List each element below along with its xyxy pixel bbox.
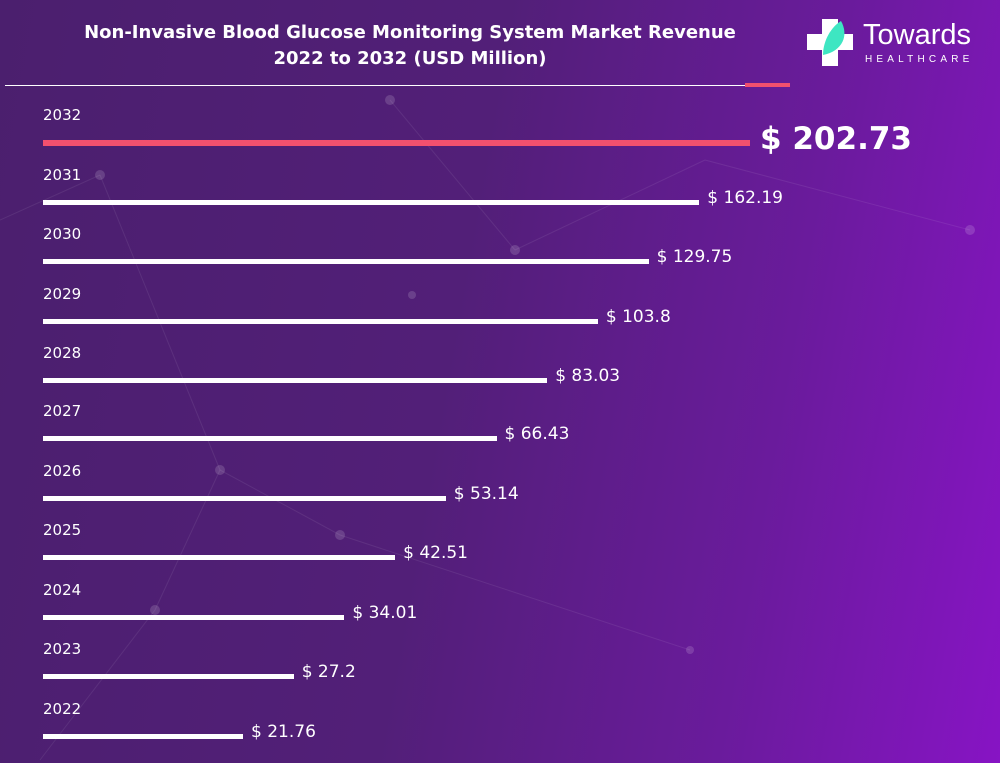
year-label: 2028 — [43, 344, 82, 363]
year-label: 2024 — [43, 580, 82, 599]
value-label: $ 129.75 — [656, 247, 733, 268]
chart-title: Non-Invasive Blood Glucose Monitoring Sy… — [84, 22, 736, 69]
value-label: $ 21.76 — [251, 722, 316, 742]
value-label: $ 34.01 — [352, 602, 418, 623]
bar-2025 — [43, 555, 396, 561]
bar-2031 — [43, 199, 700, 205]
value-label: $ 53.14 — [453, 483, 519, 504]
value-label: $ 202.73 — [760, 121, 912, 157]
bar-2028 — [43, 378, 548, 384]
medical-cross-leaf-icon — [807, 19, 853, 66]
bar-2022 — [43, 734, 243, 739]
value-label: $ 42.51 — [403, 543, 468, 564]
title-divider-accent — [745, 83, 790, 87]
bar-2023 — [43, 674, 294, 680]
bar-2027 — [43, 436, 497, 441]
year-label: 2027 — [43, 402, 82, 420]
title-divider — [5, 85, 785, 86]
bar-2026 — [43, 495, 446, 501]
value-label: $ 162.19 — [707, 187, 783, 208]
towards-healthcare-logo: Towards HEALTHCARE — [805, 17, 985, 72]
year-label: 2032 — [43, 106, 82, 124]
year-label: 2022 — [43, 700, 82, 718]
bar-2024 — [43, 614, 345, 620]
bar-2032 — [43, 140, 750, 146]
bar-2030 — [43, 259, 649, 265]
bar-2029 — [43, 318, 598, 324]
year-label: 2025 — [43, 521, 82, 540]
year-label: 2031 — [43, 165, 82, 184]
value-label: $ 83.03 — [555, 366, 621, 387]
year-label: 2030 — [43, 225, 82, 244]
value-label: $ 66.43 — [504, 424, 570, 444]
year-label: 2026 — [43, 461, 82, 480]
value-label: $ 27.2 — [301, 662, 356, 683]
year-label: 2023 — [43, 640, 82, 659]
year-label: 2029 — [43, 284, 82, 303]
value-label: $ 103.8 — [605, 306, 671, 327]
